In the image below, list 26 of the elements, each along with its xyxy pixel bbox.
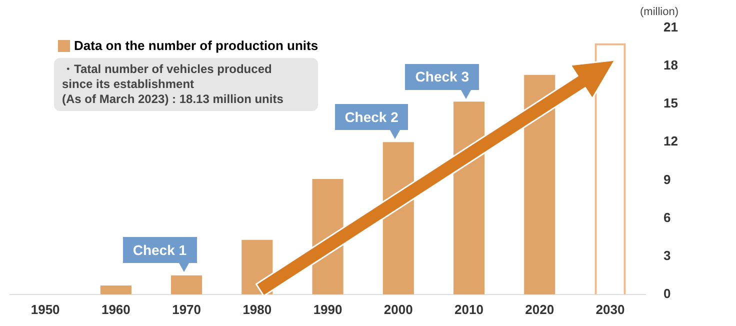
x-tick-label: 1950 (30, 302, 60, 317)
x-tick-label: 2020 (525, 302, 554, 317)
x-tick-label: 1990 (313, 302, 342, 317)
legend-label: Data on the number of production units (74, 38, 318, 53)
x-tick-label: 2030 (596, 302, 625, 317)
annotation: Check 2 (344, 109, 399, 126)
y-tick-label: 15 (664, 96, 678, 111)
bar (171, 275, 202, 294)
bar (453, 102, 485, 294)
annotation: Check 1 (132, 242, 187, 258)
y-tick-label: 18 (664, 58, 678, 73)
x-tick-label: 1970 (172, 302, 201, 317)
bar (100, 286, 132, 294)
y-tick-label: 12 (664, 134, 678, 149)
annotation: Check 3 (415, 68, 470, 84)
y-tick-label: 0 (664, 286, 671, 301)
y-tick-label: 3 (664, 248, 671, 263)
y-axis-title: (million) (640, 6, 678, 18)
x-tick-label: 1960 (101, 302, 130, 317)
x-tick-label: 2010 (454, 302, 484, 317)
y-tick-label: 6 (664, 210, 671, 225)
y-tick-label: 9 (664, 172, 671, 187)
x-tick-label: 2000 (384, 302, 413, 317)
bar (524, 74, 556, 294)
y-tick-label: 21 (664, 20, 678, 35)
x-tick-label: 1980 (242, 302, 272, 317)
